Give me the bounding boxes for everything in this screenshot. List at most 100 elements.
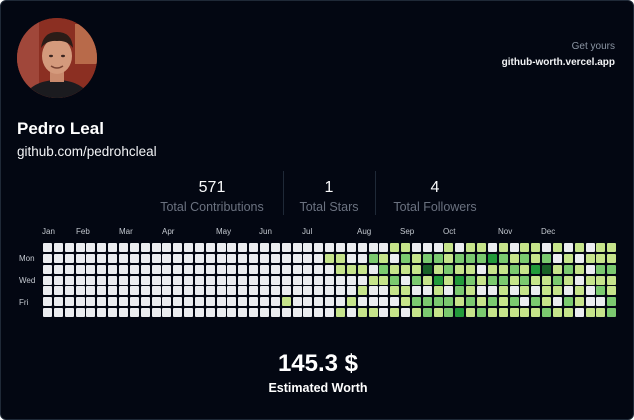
contribution-cell[interactable]: [433, 243, 443, 252]
contribution-cell[interactable]: [509, 286, 519, 296]
contribution-cell[interactable]: [64, 253, 74, 263]
contribution-cell[interactable]: [607, 264, 617, 274]
contribution-cell[interactable]: [53, 264, 63, 274]
contribution-cell[interactable]: [368, 297, 378, 307]
contribution-cell[interactable]: [433, 297, 443, 307]
contribution-cell[interactable]: [97, 264, 107, 274]
contribution-cell[interactable]: [596, 275, 606, 285]
contribution-cell[interactable]: [325, 286, 335, 296]
contribution-cell[interactable]: [260, 308, 269, 318]
contribution-cell[interactable]: [205, 243, 215, 252]
contribution-cell[interactable]: [151, 275, 161, 285]
contribution-cell[interactable]: [390, 243, 400, 252]
contribution-cell[interactable]: [249, 253, 259, 263]
contribution-cell[interactable]: [173, 264, 183, 274]
contribution-cell[interactable]: [129, 297, 139, 307]
contribution-cell[interactable]: [390, 308, 400, 318]
contribution-cell[interactable]: [173, 286, 183, 296]
contribution-cell[interactable]: [607, 275, 617, 285]
contribution-cell[interactable]: [520, 253, 530, 263]
contribution-cell[interactable]: [151, 253, 161, 263]
contribution-cell[interactable]: [335, 308, 345, 318]
contribution-cell[interactable]: [75, 308, 85, 318]
contribution-cell[interactable]: [292, 286, 302, 296]
contribution-cell[interactable]: [151, 243, 161, 252]
contribution-cell[interactable]: [455, 297, 465, 307]
contribution-cell[interactable]: [303, 297, 313, 307]
contribution-cell[interactable]: [303, 275, 313, 285]
contribution-cell[interactable]: [498, 286, 508, 296]
contribution-cell[interactable]: [368, 264, 378, 274]
contribution-cell[interactable]: [346, 264, 356, 274]
contribution-cell[interactable]: [292, 297, 302, 307]
contribution-cell[interactable]: [520, 286, 530, 296]
contribution-cell[interactable]: [585, 243, 595, 252]
contribution-cell[interactable]: [455, 308, 465, 318]
contribution-cell[interactable]: [596, 243, 606, 252]
contribution-cell[interactable]: [498, 308, 508, 318]
contribution-cell[interactable]: [498, 264, 508, 274]
contribution-cell[interactable]: [205, 308, 215, 318]
contribution-cell[interactable]: [596, 297, 606, 307]
contribution-cell[interactable]: [346, 297, 356, 307]
contribution-cell[interactable]: [281, 243, 291, 252]
contribution-cell[interactable]: [325, 253, 335, 263]
contribution-cell[interactable]: [205, 264, 215, 274]
contribution-cell[interactable]: [216, 275, 226, 285]
contribution-cell[interactable]: [585, 253, 595, 263]
contribution-cell[interactable]: [119, 243, 128, 252]
contribution-cell[interactable]: [531, 297, 541, 307]
contribution-cell[interactable]: [151, 264, 161, 274]
contribution-cell[interactable]: [422, 253, 432, 263]
contribution-cell[interactable]: [553, 297, 562, 307]
contribution-cell[interactable]: [249, 264, 259, 274]
contribution-cell[interactable]: [390, 264, 400, 274]
contribution-cell[interactable]: [53, 253, 63, 263]
contribution-cell[interactable]: [238, 297, 248, 307]
contribution-cell[interactable]: [466, 308, 476, 318]
contribution-cell[interactable]: [574, 297, 584, 307]
contribution-cell[interactable]: [607, 297, 617, 307]
contribution-cell[interactable]: [194, 308, 204, 318]
contribution-cell[interactable]: [292, 264, 302, 274]
contribution-cell[interactable]: [314, 243, 324, 252]
contribution-cell[interactable]: [357, 243, 367, 252]
contribution-cell[interactable]: [75, 243, 85, 252]
contribution-cell[interactable]: [270, 275, 280, 285]
contribution-cell[interactable]: [281, 297, 291, 307]
contribution-cell[interactable]: [520, 264, 530, 274]
contribution-cell[interactable]: [162, 243, 172, 252]
contribution-cell[interactable]: [466, 264, 476, 274]
contribution-cell[interactable]: [216, 253, 226, 263]
contribution-cell[interactable]: [325, 264, 335, 274]
contribution-cell[interactable]: [357, 297, 367, 307]
contribution-cell[interactable]: [585, 286, 595, 296]
contribution-cell[interactable]: [466, 253, 476, 263]
contribution-cell[interactable]: [553, 253, 562, 263]
contribution-cell[interactable]: [422, 308, 432, 318]
contribution-cell[interactable]: [401, 286, 411, 296]
contribution-cell[interactable]: [390, 297, 400, 307]
contribution-cell[interactable]: [542, 275, 552, 285]
contribution-cell[interactable]: [498, 243, 508, 252]
contribution-cell[interactable]: [314, 286, 324, 296]
contribution-cell[interactable]: [162, 253, 172, 263]
contribution-cell[interactable]: [433, 286, 443, 296]
contribution-cell[interactable]: [401, 253, 411, 263]
contribution-cell[interactable]: [531, 253, 541, 263]
contribution-cell[interactable]: [542, 297, 552, 307]
contribution-cell[interactable]: [574, 253, 584, 263]
contribution-cell[interactable]: [205, 275, 215, 285]
contribution-cell[interactable]: [466, 297, 476, 307]
contribution-cell[interactable]: [292, 253, 302, 263]
contribution-cell[interactable]: [574, 264, 584, 274]
contribution-cell[interactable]: [184, 253, 193, 263]
contribution-cell[interactable]: [401, 275, 411, 285]
contribution-cell[interactable]: [184, 286, 193, 296]
contribution-cell[interactable]: [542, 264, 552, 274]
contribution-cell[interactable]: [390, 286, 400, 296]
contribution-cell[interactable]: [270, 243, 280, 252]
contribution-cell[interactable]: [227, 286, 237, 296]
contribution-cell[interactable]: [75, 286, 85, 296]
contribution-cell[interactable]: [140, 286, 150, 296]
